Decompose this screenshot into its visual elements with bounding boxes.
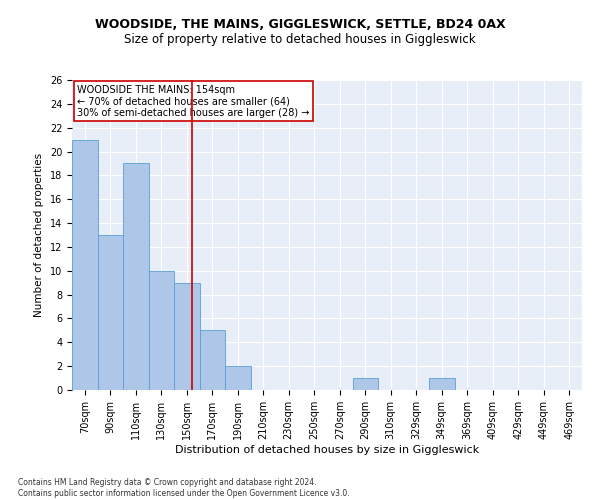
Bar	[174, 282, 199, 390]
X-axis label: Distribution of detached houses by size in Giggleswick: Distribution of detached houses by size …	[175, 444, 479, 454]
Text: WOODSIDE, THE MAINS, GIGGLESWICK, SETTLE, BD24 0AX: WOODSIDE, THE MAINS, GIGGLESWICK, SETTLE…	[95, 18, 505, 30]
Bar	[149, 271, 174, 390]
Text: Contains HM Land Registry data © Crown copyright and database right 2024.
Contai: Contains HM Land Registry data © Crown c…	[18, 478, 350, 498]
Y-axis label: Number of detached properties: Number of detached properties	[34, 153, 44, 317]
Text: Size of property relative to detached houses in Giggleswick: Size of property relative to detached ho…	[124, 32, 476, 46]
Bar	[97, 235, 123, 390]
Bar	[225, 366, 251, 390]
Text: WOODSIDE THE MAINS: 154sqm
← 70% of detached houses are smaller (64)
30% of semi: WOODSIDE THE MAINS: 154sqm ← 70% of deta…	[77, 84, 310, 118]
Bar	[72, 140, 97, 390]
Bar	[353, 378, 378, 390]
Bar	[123, 164, 149, 390]
Bar	[429, 378, 455, 390]
Bar	[199, 330, 225, 390]
